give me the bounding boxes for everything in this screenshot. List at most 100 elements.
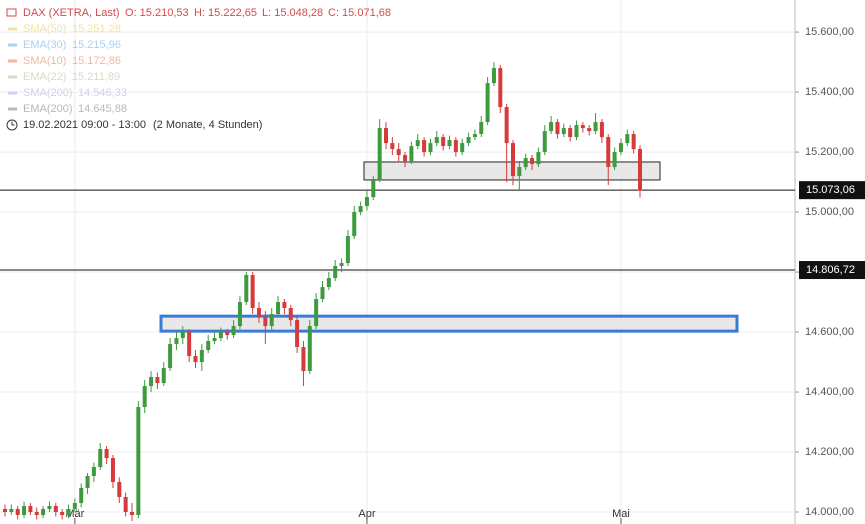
high: H: 15.222,65	[194, 7, 257, 19]
y-tick-label: 14.200,00	[805, 446, 854, 458]
candle-body	[282, 302, 287, 309]
candle-body	[123, 497, 128, 513]
candle-body	[225, 332, 230, 336]
candle-body	[517, 167, 522, 177]
candle-body	[142, 386, 147, 408]
candle-body	[244, 275, 249, 303]
candle-body	[3, 509, 7, 513]
candle-body	[98, 449, 103, 468]
candle-body	[555, 122, 560, 135]
candle-body	[22, 506, 27, 516]
candle-body	[428, 143, 433, 153]
candle-body	[599, 122, 604, 138]
candle-body	[606, 137, 611, 168]
candle-body	[187, 332, 192, 357]
x-tick-label: Mai	[612, 508, 630, 520]
candle-body	[593, 122, 598, 132]
candle-body	[453, 140, 458, 153]
candle-body	[409, 146, 414, 162]
legend-value: 15.251,28	[72, 23, 121, 35]
candle-body	[504, 107, 509, 144]
candle-body	[333, 266, 338, 279]
candle-body	[491, 68, 496, 84]
close: C: 15.071,68	[328, 7, 391, 19]
span: (2 Monate, 4 Stunden)	[153, 119, 262, 131]
candle-body	[161, 368, 166, 384]
candle-body	[371, 179, 376, 198]
candle-body	[60, 512, 65, 516]
candle-body	[390, 143, 395, 150]
zone	[159, 314, 739, 333]
candle-body	[345, 236, 350, 264]
candle-body	[53, 506, 58, 513]
candle-body	[155, 377, 160, 384]
legend-value: 15.211,89	[72, 71, 120, 83]
candle-body	[523, 158, 528, 168]
candle-body	[403, 155, 408, 162]
candle-body	[479, 122, 484, 135]
candle-body	[498, 68, 503, 108]
y-tick-label: 15.000,00	[805, 206, 854, 218]
legend-name: EMA(200)	[23, 103, 73, 115]
legend-name: SMA(50)	[23, 23, 66, 35]
candle-body	[612, 152, 617, 168]
candle-body	[263, 317, 268, 327]
candle-body	[434, 137, 439, 144]
candle-body	[530, 158, 535, 165]
candle-body	[314, 299, 319, 327]
candle-body	[34, 512, 39, 516]
candle-body	[218, 332, 223, 339]
candle-body	[250, 275, 255, 309]
candle-body	[587, 128, 592, 132]
candle-body	[104, 449, 109, 459]
candle-body	[618, 143, 623, 153]
candle-body	[352, 212, 357, 237]
candle-body	[377, 128, 382, 180]
level-label: 15.073,06	[806, 184, 855, 196]
x-tick-label: Apr	[358, 508, 375, 520]
clock-hand	[11, 121, 15, 126]
candle-body	[339, 263, 344, 267]
clock-icon	[6, 119, 18, 131]
candle-body	[638, 148, 642, 191]
candle-body	[206, 341, 211, 351]
candle-body	[85, 476, 90, 489]
candle-body	[136, 407, 141, 516]
candle-body	[212, 338, 217, 342]
candle-body	[130, 512, 134, 516]
candle-body	[358, 206, 363, 213]
candle-body	[580, 125, 585, 129]
candle-body	[41, 509, 46, 516]
candle-body	[28, 506, 33, 513]
legend-value: 15.215,96	[72, 39, 121, 51]
legend-value: 15.172,86	[72, 55, 121, 67]
candle-body	[511, 143, 515, 177]
candle-body	[536, 152, 541, 165]
candle-body	[447, 140, 452, 147]
y-tick-label: 14.400,00	[805, 386, 854, 398]
candle-body	[193, 356, 198, 363]
header: DAX (XETRA, Last) O: 15.210,53 H: 15.222…	[6, 7, 391, 131]
candle-body	[561, 128, 566, 135]
icon	[6, 8, 17, 17]
candle-body	[72, 503, 77, 510]
candle-body	[549, 122, 554, 132]
candle-body	[415, 140, 420, 147]
legend-name: SMA(10)	[23, 55, 66, 67]
y-tick-label: 15.200,00	[805, 146, 854, 158]
candle-body	[625, 134, 630, 144]
candle-body	[485, 83, 490, 123]
candle-body	[237, 302, 242, 327]
legend-name: EMA(22)	[23, 71, 66, 83]
period: 19.02.2021 09:00 - 13:00	[23, 119, 146, 131]
y-tick-label: 15.400,00	[805, 86, 854, 98]
candle-body	[269, 314, 274, 327]
candle-body	[441, 137, 446, 147]
candle-body	[307, 326, 312, 372]
candle-body	[384, 128, 388, 144]
candle-body	[364, 197, 369, 207]
candle-body	[168, 344, 173, 369]
low: L: 15.048,28	[262, 7, 323, 19]
candle-body	[15, 509, 20, 516]
